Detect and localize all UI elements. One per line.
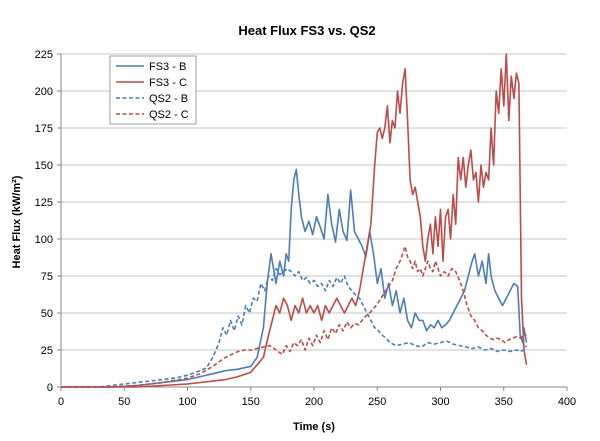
x-tick-label: 50 xyxy=(118,396,130,408)
grid-lines xyxy=(61,53,567,351)
series-group xyxy=(61,53,528,388)
x-tick-label: 0 xyxy=(58,396,64,408)
y-tick-label: 225 xyxy=(35,49,53,61)
chart-title: Heat Flux FS3 vs. QS2 xyxy=(238,23,375,38)
y-tick-label: 200 xyxy=(35,86,53,98)
x-axis-ticks: 0 50 100 150 200 250 300 350 400 xyxy=(58,387,576,408)
legend-label: FS3 - B xyxy=(149,61,186,73)
x-tick-label: 350 xyxy=(495,396,513,408)
legend-label: QS2 - B xyxy=(149,93,188,105)
x-tick-label: 150 xyxy=(242,396,260,408)
legend-label: QS2 - C xyxy=(149,109,189,121)
x-tick-label: 250 xyxy=(368,396,386,408)
y-tick-label: 25 xyxy=(41,345,53,357)
series-line-2 xyxy=(61,53,528,388)
y-tick-label: 75 xyxy=(41,271,53,283)
x-tick-label: 400 xyxy=(558,396,576,408)
series-line-4 xyxy=(61,245,527,388)
y-tick-label: 100 xyxy=(35,234,53,246)
y-tick-label: 175 xyxy=(35,123,53,135)
x-axis-title: Time (s) xyxy=(293,421,335,433)
y-tick-label: 150 xyxy=(35,160,53,172)
y-tick-label: 50 xyxy=(41,308,53,320)
x-tick-label: 200 xyxy=(305,396,323,408)
y-axis-title: Heat Flux (kW/m²) xyxy=(11,175,23,268)
y-axis-ticks: 0 25 50 75 100 125 150 175 200 225 xyxy=(35,49,61,394)
legend-box xyxy=(109,55,197,125)
y-tick-label: 125 xyxy=(35,197,53,209)
x-tick-label: 100 xyxy=(178,396,196,408)
legend: FS3 - B FS3 - C QS2 - B QS2 - C xyxy=(109,55,197,125)
legend-label: FS3 - C xyxy=(149,77,187,89)
x-tick-label: 300 xyxy=(431,396,449,408)
series-line-3 xyxy=(61,267,528,388)
y-tick-label: 0 xyxy=(47,382,53,394)
